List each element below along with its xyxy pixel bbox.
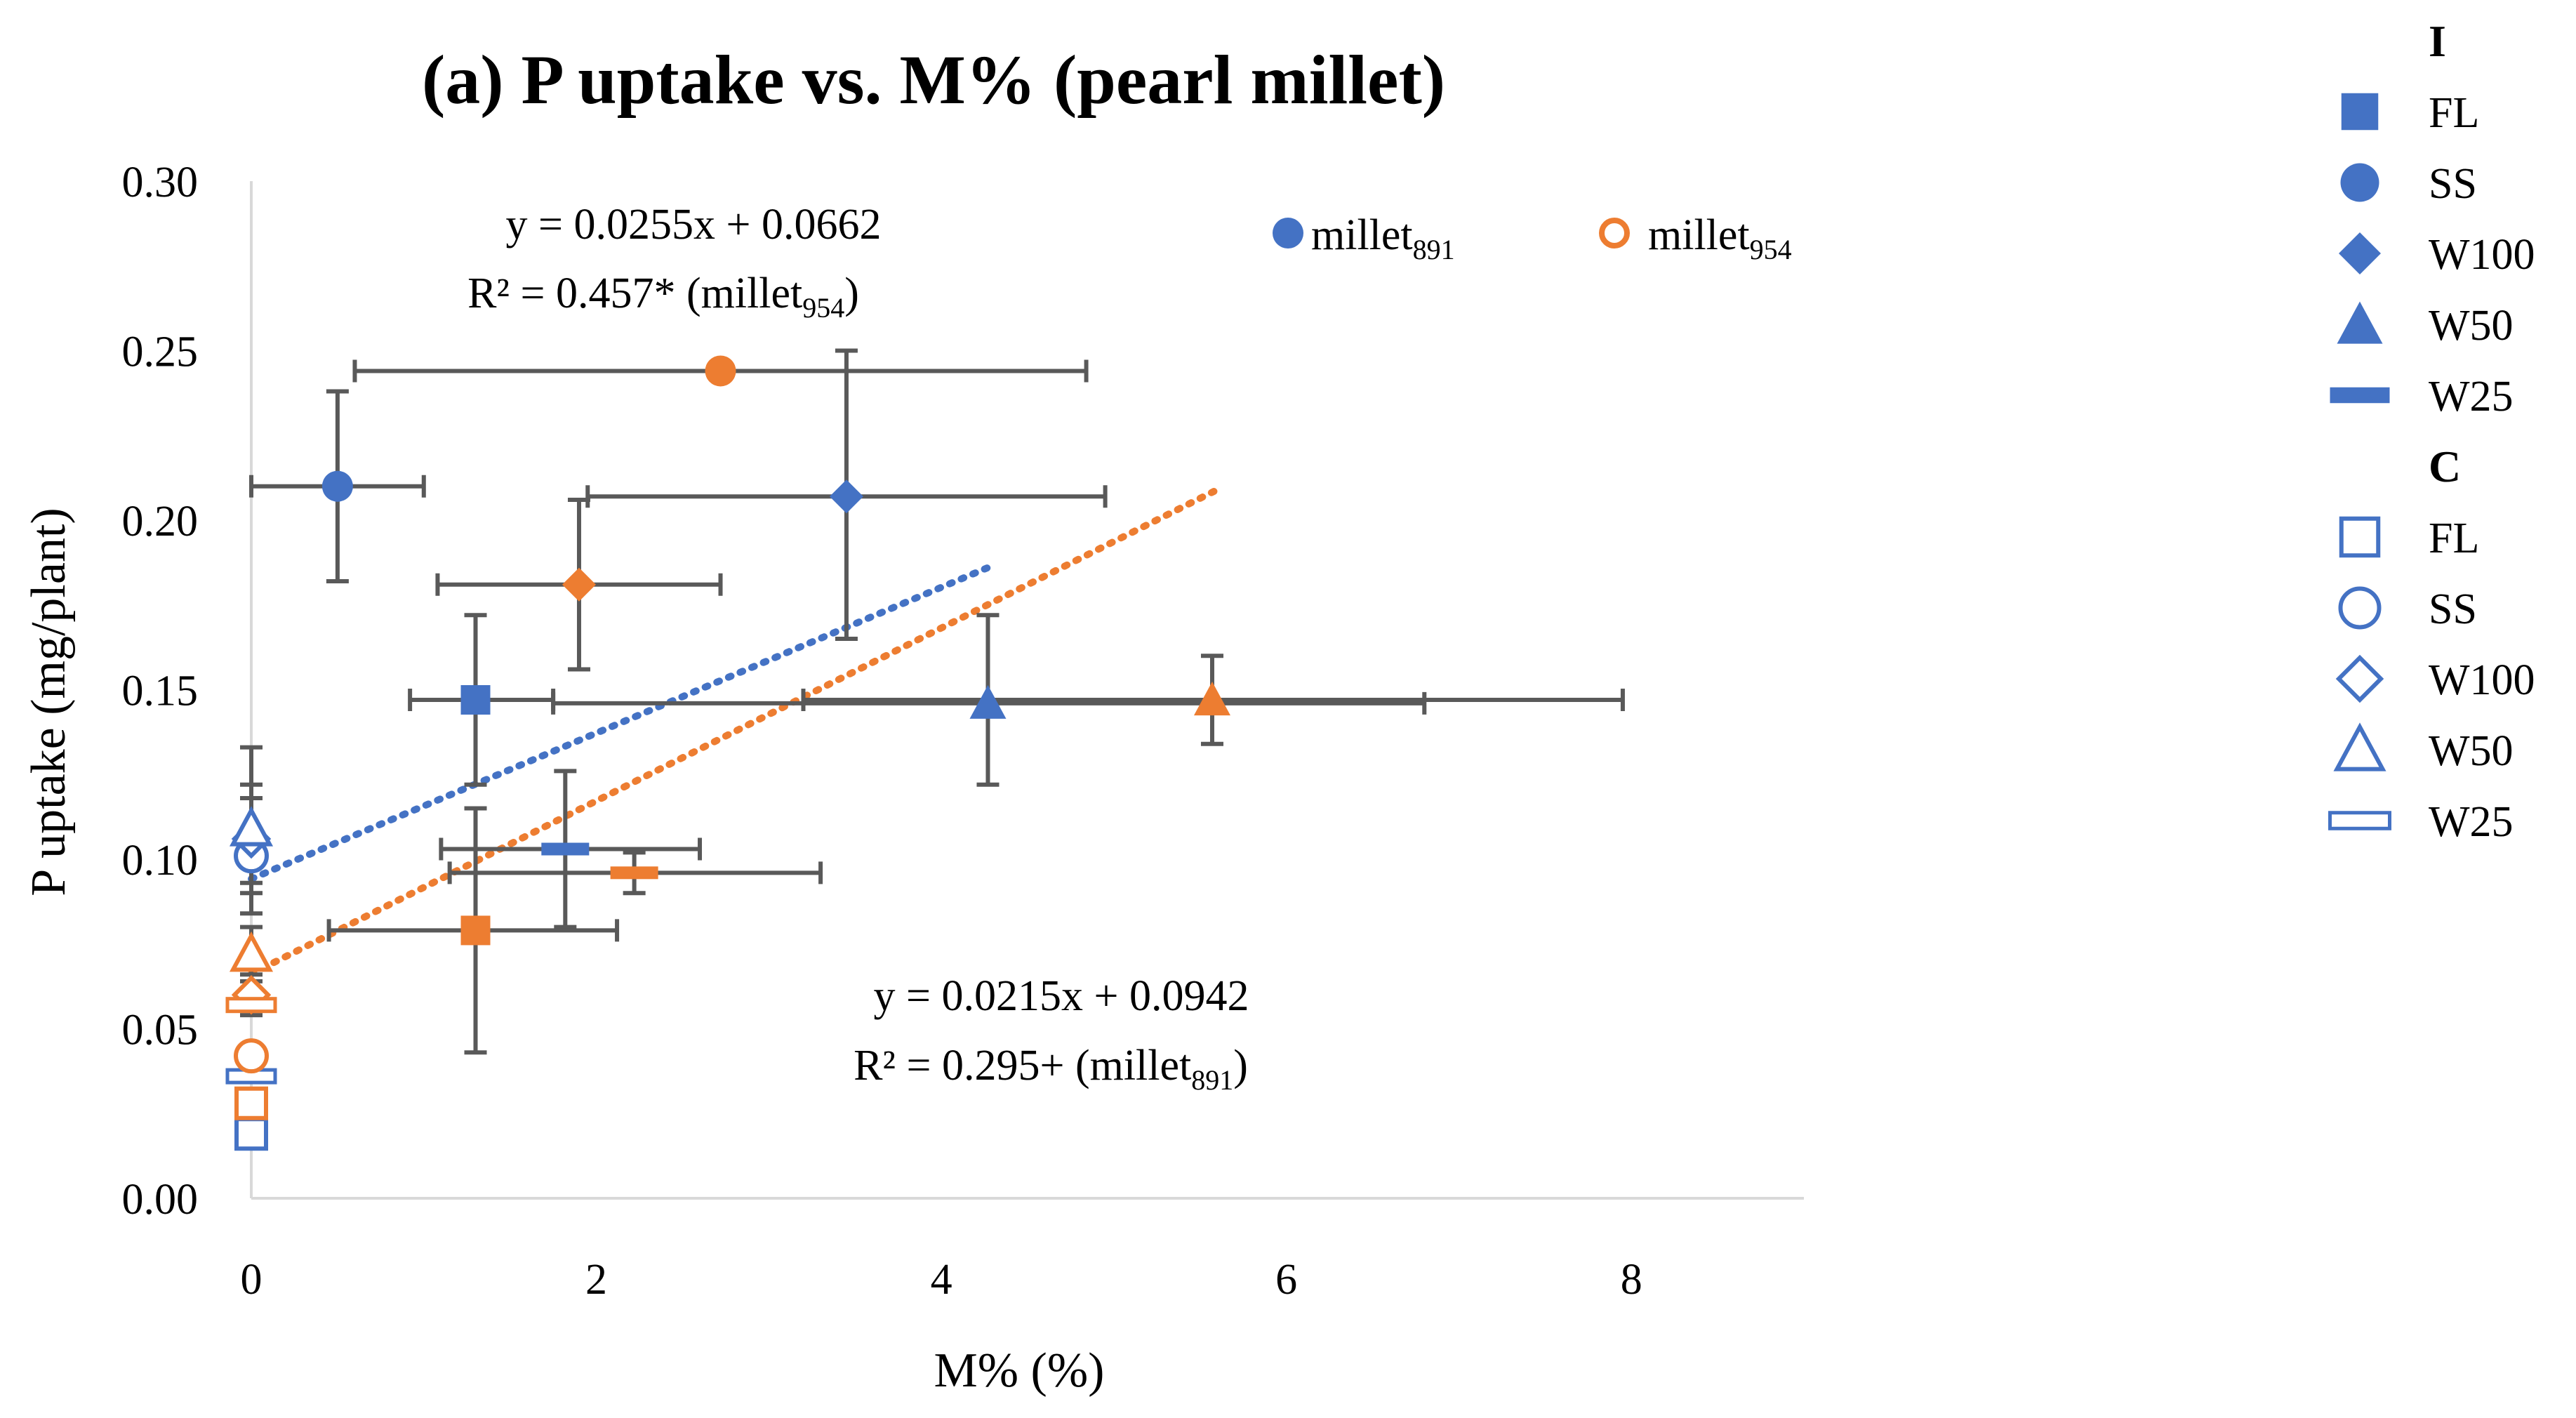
legend-marker-millet954 [1599,218,1630,249]
legend-label-I-W50: W50 [2429,302,2514,350]
eq954-line1: y = 0.0255x + 0.0662 [506,201,882,249]
legend-heading-C: C [2429,442,2461,491]
legend-shape-C-W50 [2333,722,2386,771]
point-millet891-I-square [460,684,491,715]
eq891-line2: R² = 0.295+ (millet891) [854,1042,1248,1096]
legend-954-sub: 954 [1750,234,1792,265]
legend-shape-C-W25 [2328,811,2391,830]
eq891-r2: R² = 0.295+ (millet [854,1042,1191,1089]
eq954-r2: R² = 0.457* (millet [467,270,802,317]
x-tick-label: 8 [1621,1256,1642,1304]
axes-group: 0.00 0.05 0.10 0.15 0.20 0.25 0.30 0 2 4 6 8 [122,159,1804,1304]
legend-shape-C-W100 [2335,654,2384,703]
legend-shape-I-W50 [2337,301,2383,344]
y-tick-label: 0.25 [122,329,199,376]
legend-label-I-W25: W25 [2429,373,2514,420]
legend-label-C-W25: W25 [2429,798,2514,846]
y-tick-label: 0.10 [122,837,199,884]
legend-label-C-W100: W100 [2429,656,2535,704]
y-tick-label: 0.20 [122,498,199,545]
point-millet891-I-triangle [969,684,1007,719]
point-millet954-I-square [460,915,491,946]
chart-title: (a) P uptake vs. M% (pearl millet) [422,41,1445,119]
trendlines-group [248,486,1221,978]
point-millet891-I-circle [321,470,353,502]
legend-891-sub: 891 [1413,234,1455,265]
y-tick-label: 0.00 [122,1176,199,1224]
shape-legend: I FL SS W100 W50 W25 C FL SS W100 W50 W25 [2328,16,2535,846]
legend-label-millet891: millet891 [1311,211,1455,265]
point-millet954-I-circle [705,355,736,387]
eq891-line1: y = 0.0215x + 0.0942 [874,972,1249,1020]
legend-shape-I-SS [2340,163,2379,202]
eq954-close: ) [844,270,859,317]
legend-label-millet954: millet954 [1648,211,1792,265]
eq891-sub: 891 [1191,1064,1233,1096]
legend-label-I-W100: W100 [2429,231,2535,279]
legend-heading-I: I [2429,16,2446,66]
x-tick-label: 6 [1275,1256,1297,1304]
point-millet954-C-square [234,1086,268,1120]
legend-shape-I-W25 [2330,387,2390,404]
legend-shape-C-FL [2339,516,2381,558]
point-millet954-I-diamond [562,567,596,602]
legend-954-base: millet [1648,211,1750,259]
point-millet891-C-triangle [229,806,274,847]
point-millet891-I-diamond [829,479,863,514]
x-tick-label: 4 [931,1256,952,1304]
legend-label-I-FL: FL [2429,89,2479,137]
series-legend: millet891 millet954 [1273,211,1792,265]
legend-marker-millet891 [1273,218,1303,249]
point-millet891-C-square [234,1117,268,1151]
legend-891-base: millet [1311,211,1413,259]
point-millet954-I-dash [610,866,658,880]
y-tick-label: 0.15 [122,668,199,715]
point-millet954-I-triangle [1193,681,1230,716]
x-tick-label: 0 [241,1256,263,1304]
eq891-close: ) [1233,1042,1248,1089]
legend-label-I-SS: SS [2429,160,2477,208]
point-millet954-C-triangle [229,931,274,972]
legend-label-C-SS: SS [2429,585,2477,633]
y-tick-label: 0.30 [122,159,199,206]
legend-shape-I-W100 [2339,232,2381,274]
points-group [225,355,1230,1151]
y-axis-label: P uptake (mg/plant) [22,508,76,896]
x-axis-label: M% (%) [934,1344,1105,1398]
legend-shape-I-FL [2341,93,2379,131]
legend-shape-C-SS [2338,586,2382,630]
legend-label-C-W50: W50 [2429,727,2514,775]
legend-label-C-FL: FL [2429,515,2479,562]
trendline-millet891 [248,562,997,883]
trendline-millet954 [248,486,1221,978]
point-millet954-C-circle [234,1038,269,1074]
x-tick-label: 2 [585,1256,607,1304]
eq954-sub: 954 [802,292,844,324]
eq954-line2: R² = 0.457* (millet954) [467,270,859,324]
errorbars-group [240,348,1625,1055]
point-millet954-C-dash [225,997,277,1014]
y-tick-label: 0.05 [122,1007,199,1054]
point-millet891-I-dash [541,842,590,856]
